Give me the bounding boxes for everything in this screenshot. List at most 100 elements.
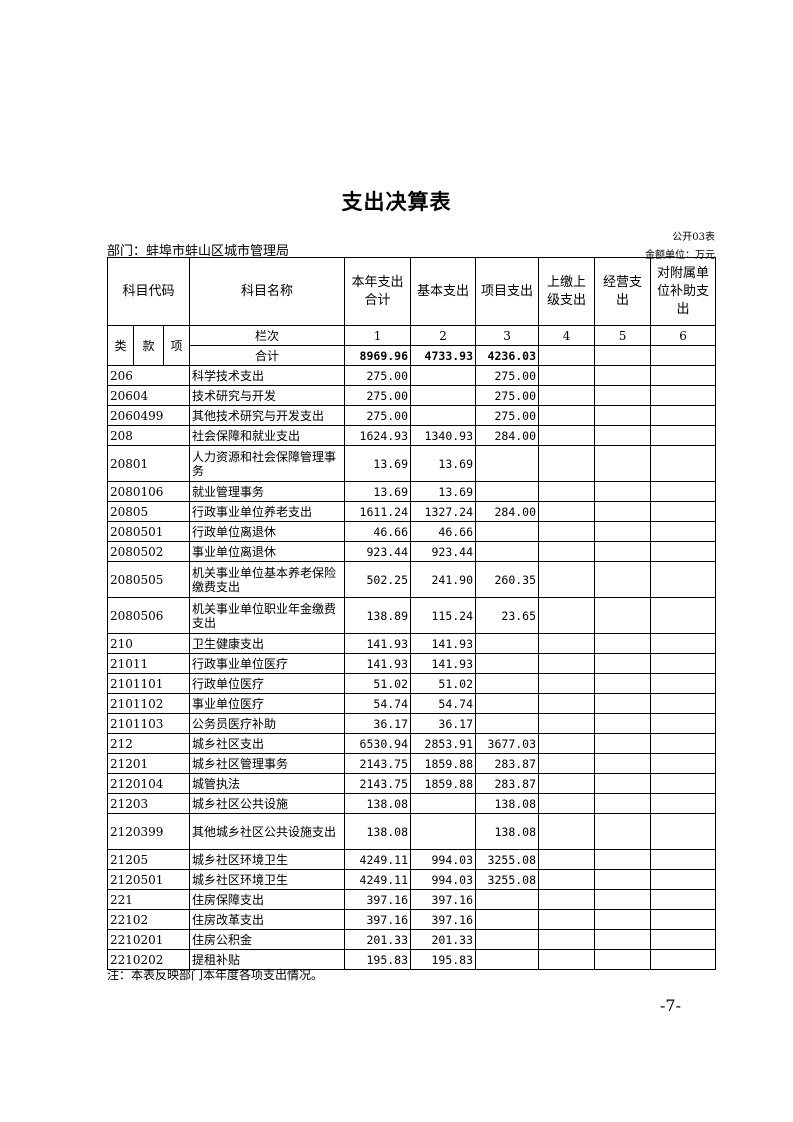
row-upper (538, 561, 596, 598)
row-subsidiary (650, 653, 717, 674)
row-project: 260.35 (475, 561, 540, 598)
total-c6 (650, 345, 717, 366)
table-row: 21201 城乡社区管理事务 2143.75 1859.88 283.87 (106, 753, 717, 774)
header-upper: 上缴上级支出 (538, 257, 596, 326)
table-row: 20801 人力资源和社会保障管理事务 13.69 13.69 (106, 445, 717, 482)
row-basic: 397.16 (410, 909, 477, 930)
total-c5 (594, 345, 652, 366)
row-subsidiary (650, 501, 717, 522)
col-number: 4 (538, 325, 596, 346)
row-upper (538, 633, 596, 654)
row-project (475, 633, 540, 654)
row-subsidiary (650, 541, 717, 562)
row-name: 提租补贴 (189, 949, 346, 970)
row-code: 21205 (106, 849, 191, 870)
row-total: 1611.24 (344, 501, 412, 522)
header-total: 本年支出合计 (344, 257, 412, 326)
row-business (594, 793, 652, 814)
row-upper (538, 849, 596, 870)
row-upper (538, 949, 596, 970)
row-subsidiary (650, 849, 717, 870)
col-number: 5 (594, 325, 652, 346)
row-total: 141.93 (344, 653, 412, 674)
table-row: 2101101 行政单位医疗 51.02 51.02 (106, 673, 717, 694)
row-business (594, 949, 652, 970)
row-basic: 115.24 (410, 597, 477, 634)
table-row: 2080505 机关事业单位基本养老保险缴费支出 502.25 241.90 260.3… (106, 561, 717, 598)
row-code: 2080506 (106, 597, 191, 634)
row-subsidiary (650, 813, 717, 850)
row-total: 275.00 (344, 365, 412, 386)
row-upper (538, 813, 596, 850)
row-upper (538, 869, 596, 890)
row-name: 事业单位离退休 (189, 541, 346, 562)
row-basic: 1859.88 (410, 773, 477, 794)
table-row: 2120104 城管执法 2143.75 1859.88 283.87 (106, 773, 717, 794)
row-basic: 141.93 (410, 633, 477, 654)
row-upper (538, 501, 596, 522)
row-upper (538, 773, 596, 794)
row-business (594, 385, 652, 406)
row-project (475, 445, 540, 482)
table-row: 2080506 机关事业单位职业年金缴费支出 138.89 115.24 23.65 (106, 597, 717, 634)
row-upper (538, 713, 596, 734)
table-row: 2080502 事业单位离退休 923.44 923.44 (106, 541, 717, 562)
total-label: 合计 (189, 345, 346, 366)
row-code: 20805 (106, 501, 191, 522)
department-label: 部门：蚌埠市蚌山区城市管理局 (107, 244, 290, 259)
header-code: 科目代码 (106, 257, 191, 326)
row-subsidiary (650, 733, 717, 754)
row-name: 城乡社区环境卫生 (189, 869, 346, 890)
row-total: 397.16 (344, 889, 412, 910)
row-project: 284.00 (475, 501, 540, 522)
row-business (594, 481, 652, 502)
row-project: 275.00 (475, 365, 540, 386)
row-code: 2101101 (106, 673, 191, 694)
row-code: 21203 (106, 793, 191, 814)
table-row: 22102 住房改革支出 397.16 397.16 (106, 909, 717, 930)
row-total: 141.93 (344, 633, 412, 654)
row-subsidiary (650, 481, 717, 502)
row-code: 21201 (106, 753, 191, 774)
col-number: 1 (344, 325, 412, 346)
table-row: 212 城乡社区支出 6530.94 2853.91 3677.03 (106, 733, 717, 754)
total-c1: 8969.96 (344, 345, 412, 366)
row-total: 138.08 (344, 813, 412, 850)
row-business (594, 753, 652, 774)
header-lei: 类 (107, 325, 134, 366)
total-c3: 4236.03 (475, 345, 540, 366)
row-upper (538, 521, 596, 542)
row-name: 城乡社区环境卫生 (189, 849, 346, 870)
row-total: 4249.11 (344, 869, 412, 890)
row-total: 54.74 (344, 693, 412, 714)
row-name: 城管执法 (189, 773, 346, 794)
row-subsidiary (650, 445, 717, 482)
row-subsidiary (650, 889, 717, 910)
row-project (475, 929, 540, 950)
row-total: 138.89 (344, 597, 412, 634)
table-row: 2080106 就业管理事务 13.69 13.69 (106, 481, 717, 502)
row-project: 138.08 (475, 813, 540, 850)
row-upper (538, 653, 596, 674)
row-total: 275.00 (344, 405, 412, 426)
table-row: 2120501 城乡社区环境卫生 4249.11 994.03 3255.08 (106, 869, 717, 890)
row-business (594, 733, 652, 754)
row-business (594, 561, 652, 598)
table-row: 2101103 公务员医疗补助 36.17 36.17 (106, 713, 717, 734)
row-code: 2101103 (106, 713, 191, 734)
row-upper (538, 733, 596, 754)
row-business (594, 813, 652, 850)
row-business (594, 633, 652, 654)
total-c4 (538, 345, 596, 366)
row-name: 城乡社区支出 (189, 733, 346, 754)
row-total: 397.16 (344, 909, 412, 930)
row-basic: 201.33 (410, 929, 477, 950)
row-basic: 51.02 (410, 673, 477, 694)
row-subsidiary (650, 673, 717, 694)
row-name: 卫生健康支出 (189, 633, 346, 654)
row-name: 城乡社区管理事务 (189, 753, 346, 774)
row-code: 2120399 (106, 813, 191, 850)
header-lanci: 栏次 (189, 325, 346, 346)
row-total: 2143.75 (344, 773, 412, 794)
row-business (594, 501, 652, 522)
